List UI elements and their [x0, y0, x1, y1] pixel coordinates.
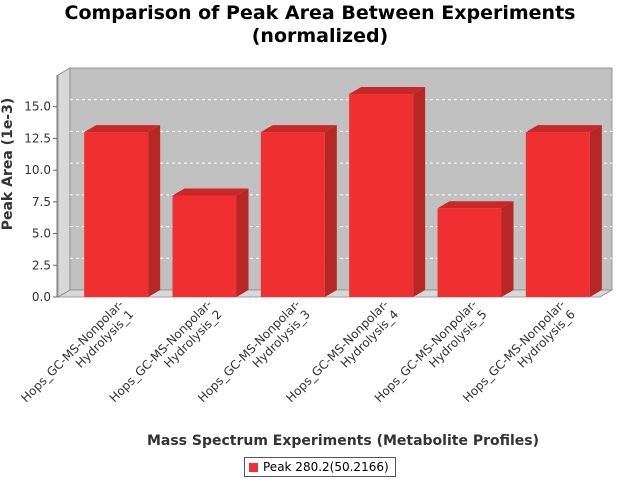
bar — [84, 132, 149, 297]
bar-side — [501, 201, 514, 297]
y-tick-label: 7.5 — [32, 195, 51, 209]
x-axis-label: Mass Spectrum Experiments (Metabolite Pr… — [147, 433, 539, 449]
y-tick-label: 5.0 — [32, 227, 51, 241]
bar — [260, 132, 325, 297]
chart-subtitle: (normalized) — [251, 25, 389, 47]
y-tick-label: 2.5 — [32, 258, 51, 272]
plot-back-wall — [69, 67, 613, 291]
chart-title-main: Comparison of Peak Area Between Experime… — [64, 2, 576, 24]
legend-label: Peak 280.2(50.2166) — [263, 460, 389, 474]
x-tick-label: Hops_GC-MS-Nonpolar- — [18, 297, 126, 405]
bar-top — [84, 125, 161, 133]
bar-top — [349, 87, 426, 95]
y-tick-label: 12.5 — [24, 131, 51, 145]
bar-top — [437, 201, 514, 209]
legend: Peak 280.2(50.2166) — [244, 457, 396, 477]
bar — [525, 132, 590, 297]
bar-side — [413, 87, 426, 298]
bar — [172, 195, 237, 297]
bar-top — [260, 125, 337, 133]
bar-side — [148, 125, 161, 297]
plot-area: 0.0 2.5 5.0 7.5 10.0 12.5 15.0 Hops_GC-MS-Nonpo… — [18, 67, 614, 405]
bar-side — [324, 125, 337, 297]
legend-swatch — [249, 462, 258, 472]
bar-side — [236, 188, 249, 297]
y-tick-label: 0.0 — [32, 290, 51, 304]
bar-top — [172, 188, 249, 196]
y-axis-label: Peak Area (1e-3) — [0, 98, 16, 231]
bar — [437, 208, 502, 297]
chart-title: Comparison of Peak Area Between Experime… — [0, 2, 640, 48]
bar-side — [589, 125, 602, 297]
bar — [349, 94, 414, 298]
y-tick-label: 15.0 — [24, 100, 51, 114]
bar-top — [525, 125, 602, 133]
y-tick-label: 10.0 — [24, 163, 51, 177]
plot-left-wall — [57, 67, 71, 298]
